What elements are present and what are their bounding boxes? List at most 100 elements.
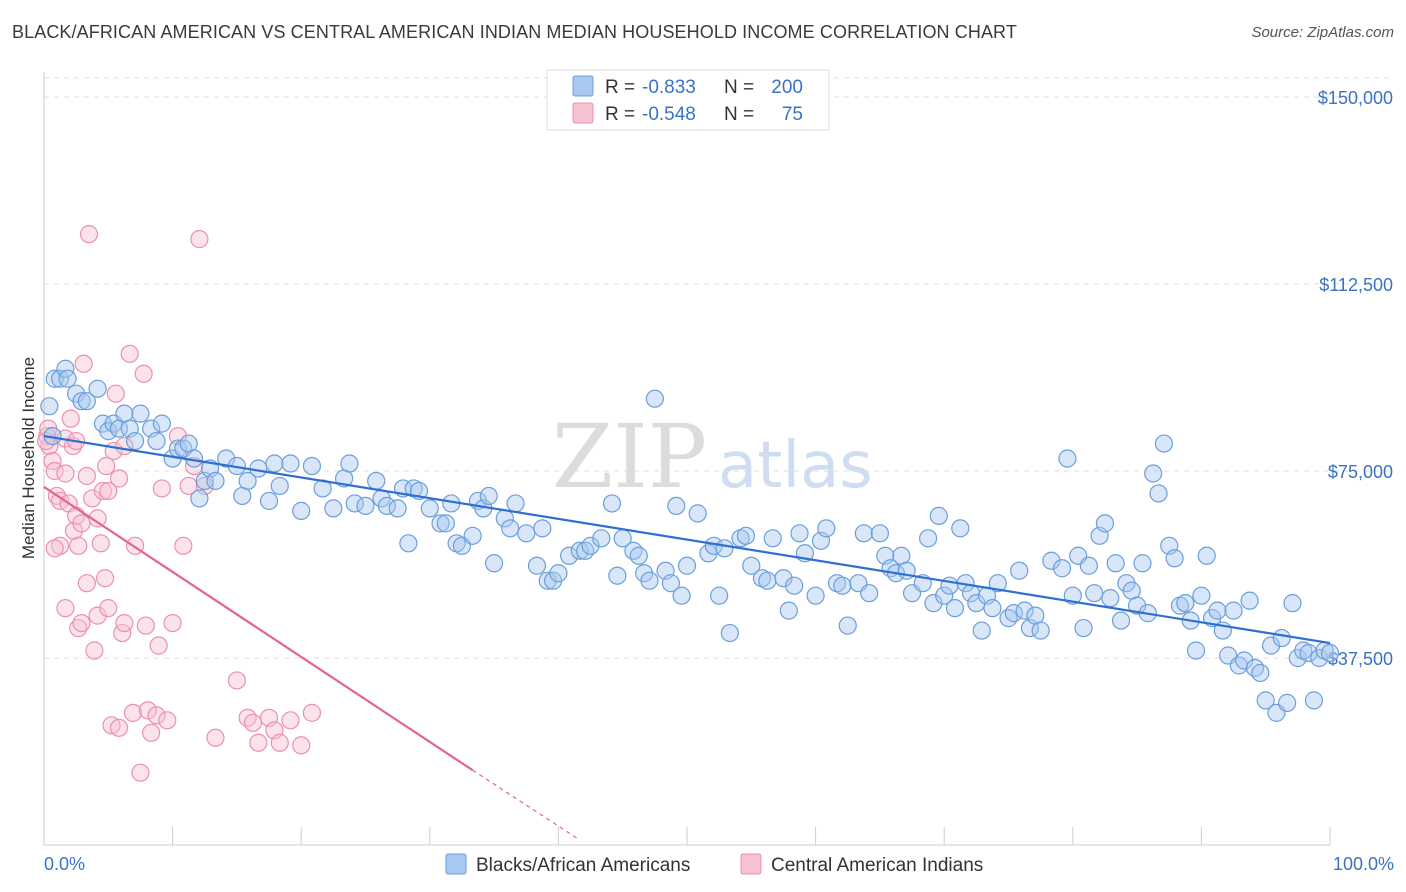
data-point-blacks-african-americans xyxy=(1154,434,1173,453)
series-legend: Blacks/African Americans Central America… xyxy=(445,853,983,876)
data-point-blacks-african-americans xyxy=(549,564,568,583)
data-point-blacks-african-americans xyxy=(1186,641,1206,660)
data-point-central-american-indians xyxy=(109,469,129,488)
data-point-central-american-indians xyxy=(99,599,118,618)
data-point-blacks-african-americans xyxy=(940,576,959,595)
legend-r-value-2: -0.548 xyxy=(642,104,696,125)
data-point-blacks-african-americans xyxy=(688,504,707,523)
watermark-zip: ZIP xyxy=(552,405,707,508)
data-point-blacks-african-americans xyxy=(576,541,595,560)
data-point-blacks-african-americans xyxy=(1192,586,1211,605)
data-point-central-american-indians xyxy=(91,534,110,553)
data-point-blacks-african-americans xyxy=(763,529,782,548)
data-point-blacks-african-americans xyxy=(527,556,547,575)
data-point-blacks-african-americans xyxy=(1111,611,1131,630)
data-point-blacks-african-americans xyxy=(919,529,938,548)
bottom-legend-swatch-blue xyxy=(445,853,467,875)
bottom-legend-label-1: Blacks/African Americans xyxy=(476,855,690,876)
data-point-blacks-african-americans xyxy=(485,554,504,573)
data-point-blacks-african-americans xyxy=(367,471,386,491)
data-point-blacks-african-americans xyxy=(50,369,70,388)
data-point-blacks-african-americans xyxy=(1261,636,1281,655)
data-point-blacks-african-americans xyxy=(1144,464,1163,483)
data-point-blacks-african-americans xyxy=(538,571,557,590)
data-point-blacks-african-americans xyxy=(1251,663,1270,683)
data-point-central-american-indians xyxy=(174,536,193,555)
data-point-blacks-african-americans xyxy=(238,471,257,491)
data-point-blacks-african-americans xyxy=(1278,693,1297,712)
data-point-central-american-indians xyxy=(69,618,88,638)
data-point-blacks-african-americans xyxy=(945,599,965,618)
data-point-blacks-african-americans xyxy=(602,494,622,513)
legend-r-value-1: -0.833 xyxy=(642,77,696,98)
data-point-blacks-african-americans xyxy=(58,369,77,388)
data-point-central-american-indians xyxy=(83,489,102,508)
data-point-central-american-indians xyxy=(56,464,75,483)
legend-swatch-blue xyxy=(572,75,594,97)
bottom-legend-swatch-pink xyxy=(740,853,762,875)
data-point-central-american-indians xyxy=(45,539,64,558)
legend-r-label-1: R = xyxy=(605,77,635,98)
y-tick-label: $75,000 xyxy=(1328,462,1393,482)
data-point-blacks-african-americans xyxy=(356,496,375,516)
data-point-blacks-african-americans xyxy=(463,526,482,545)
data-point-blacks-african-americans xyxy=(929,506,948,525)
trend-line-extension-central-american-indians xyxy=(472,769,581,841)
data-point-blacks-african-americans xyxy=(785,576,804,595)
data-point-blacks-african-americans xyxy=(1101,589,1120,608)
data-point-central-american-indians xyxy=(123,703,143,722)
data-point-blacks-african-americans xyxy=(292,501,311,520)
data-point-central-american-indians xyxy=(134,364,153,383)
data-point-blacks-african-americans xyxy=(661,574,681,593)
data-point-blacks-african-americans xyxy=(1052,559,1072,578)
data-point-central-american-indians xyxy=(302,703,322,722)
data-point-central-american-indians xyxy=(99,481,118,501)
data-point-blacks-african-americans xyxy=(1015,601,1034,620)
data-point-central-american-indians xyxy=(206,728,225,747)
data-point-blacks-african-americans xyxy=(999,609,1018,628)
data-point-central-american-indians xyxy=(79,225,99,244)
data-point-blacks-african-americans xyxy=(806,586,825,605)
data-point-central-american-indians xyxy=(77,466,96,486)
data-point-blacks-african-americans xyxy=(388,499,407,518)
legend-n-value-2: 75 xyxy=(782,104,803,125)
data-point-blacks-african-americans xyxy=(1127,596,1147,615)
data-point-blacks-african-americans xyxy=(672,586,691,605)
data-point-central-american-indians xyxy=(45,461,64,481)
gridlines xyxy=(44,77,1394,659)
data-point-central-american-indians xyxy=(270,733,289,752)
data-point-blacks-african-americans xyxy=(259,491,279,511)
y-tick-label: $150,000 xyxy=(1318,88,1393,108)
legend-n-label-1: N = xyxy=(724,77,754,98)
data-point-blacks-african-americans xyxy=(125,431,145,451)
data-point-central-american-indians xyxy=(102,716,121,735)
data-point-blacks-african-americans xyxy=(592,529,611,548)
data-point-blacks-african-americans xyxy=(924,594,943,613)
data-point-blacks-african-americans xyxy=(742,556,761,575)
data-point-blacks-african-americans xyxy=(988,574,1007,593)
data-point-blacks-african-americans xyxy=(860,584,879,603)
x-tick-label-max: 100.0% xyxy=(1333,854,1394,874)
data-point-blacks-african-americans xyxy=(1079,556,1098,575)
data-point-central-american-indians xyxy=(292,736,311,755)
data-point-blacks-african-americans xyxy=(436,514,455,533)
data-point-blacks-african-americans xyxy=(431,514,450,533)
y-tick-label: $112,500 xyxy=(1319,275,1393,295)
data-point-central-american-indians xyxy=(56,599,75,618)
data-point-blacks-african-americans xyxy=(570,541,589,560)
data-point-blacks-african-americans xyxy=(281,454,300,473)
data-point-blacks-african-americans xyxy=(479,486,498,506)
data-point-blacks-african-americans xyxy=(1245,658,1265,678)
data-point-blacks-african-americans xyxy=(581,536,600,555)
data-point-blacks-african-americans xyxy=(517,524,536,543)
data-point-central-american-indians xyxy=(190,230,209,249)
data-point-blacks-african-americans xyxy=(1010,561,1029,580)
data-point-central-american-indians xyxy=(142,723,161,742)
data-point-central-american-indians xyxy=(88,509,107,528)
data-point-central-american-indians xyxy=(77,574,96,593)
data-point-central-american-indians xyxy=(136,616,155,635)
data-point-blacks-african-americans xyxy=(833,576,852,595)
data-point-central-american-indians xyxy=(131,763,150,782)
data-point-blacks-african-americans xyxy=(1176,594,1195,613)
